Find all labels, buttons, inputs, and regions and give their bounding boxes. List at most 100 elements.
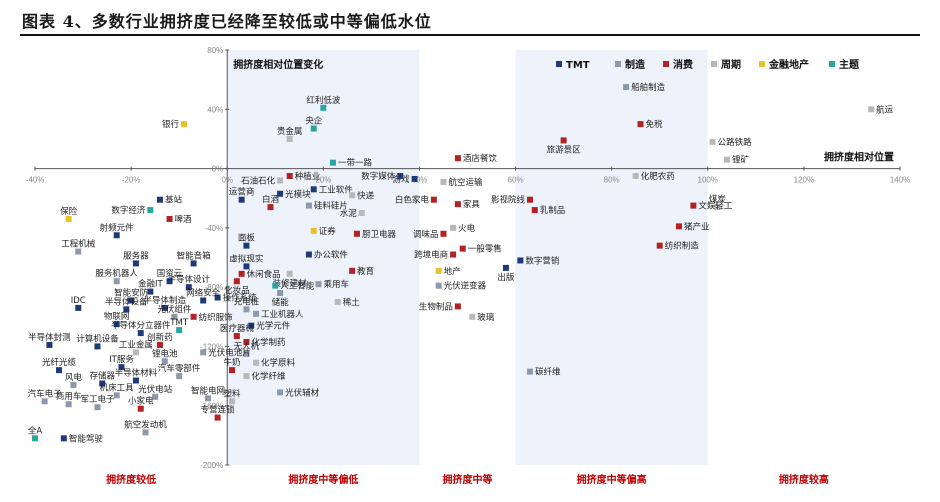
data-point xyxy=(454,155,461,162)
zone-band xyxy=(707,50,900,465)
data-point xyxy=(248,322,255,329)
data-point xyxy=(305,251,312,258)
point-label: 锂电池 xyxy=(152,348,178,359)
data-point xyxy=(113,392,120,399)
point-label: 航运 xyxy=(876,104,894,115)
point-label: 公路铁路 xyxy=(718,137,753,148)
data-point xyxy=(623,84,630,91)
data-point xyxy=(305,202,312,209)
zone-label: 拥挤度中等偏高 xyxy=(577,473,647,486)
point-label: 半导体材料 xyxy=(115,368,158,379)
y-tick-label: -120% xyxy=(200,342,223,351)
data-point xyxy=(560,137,567,144)
data-point xyxy=(243,242,250,249)
data-point xyxy=(253,310,260,317)
data-point xyxy=(32,435,38,442)
data-point xyxy=(353,230,360,237)
data-point xyxy=(267,204,274,211)
point-label: 硅料硅片 xyxy=(314,201,348,212)
point-label: 网络安全 xyxy=(186,287,221,298)
figure-title: 图表 4、多数行业拥挤度已经降至较低或中等偏低水位 xyxy=(22,12,432,31)
point-label: 文娱轻工 xyxy=(698,201,733,212)
axes xyxy=(35,50,900,465)
data-point xyxy=(118,364,125,371)
legend-label: 主题 xyxy=(839,58,860,71)
data-point xyxy=(286,270,293,277)
data-point xyxy=(176,327,183,334)
data-point xyxy=(517,257,524,264)
point-label: 纺织制造 xyxy=(665,241,700,252)
data-point xyxy=(166,215,173,222)
point-label: 白色家电 xyxy=(395,195,430,206)
zone-band xyxy=(515,50,708,465)
data-point xyxy=(690,202,697,209)
point-label: 光模块 xyxy=(285,189,311,200)
data-point xyxy=(454,303,461,310)
point-label: 汽车电子 xyxy=(28,388,63,399)
point-label: 智能驾驶 xyxy=(69,433,104,444)
zone-band xyxy=(35,50,228,465)
point-label: 数字媒体 xyxy=(361,171,396,182)
point-label: IT服务 xyxy=(109,354,134,365)
point-label: 化学原料 xyxy=(261,358,296,369)
y-tick-label: 40% xyxy=(207,105,223,114)
legend-swatch xyxy=(663,61,669,67)
legend-swatch xyxy=(711,61,717,67)
data-point xyxy=(229,367,236,374)
data-point xyxy=(435,267,442,274)
data-point xyxy=(724,156,730,163)
title-rule xyxy=(20,34,920,36)
point-label: 塑料 xyxy=(224,388,242,399)
data-point xyxy=(397,172,404,179)
data-point xyxy=(334,298,341,305)
data-point xyxy=(41,398,48,405)
y-tick-label: -40% xyxy=(205,224,224,233)
point-label: 光伏电池片 xyxy=(208,347,251,358)
data-point xyxy=(205,395,211,402)
data-point xyxy=(531,207,538,214)
data-point xyxy=(243,373,250,380)
data-point xyxy=(459,245,466,252)
zone-label: 拥挤度中等 xyxy=(443,473,493,486)
data-point xyxy=(132,260,139,267)
data-point xyxy=(94,343,101,350)
point-label: 运营商 xyxy=(229,187,255,198)
point-label: IDC xyxy=(71,296,86,306)
data-point xyxy=(632,172,639,179)
point-label: 光纤光缆 xyxy=(42,357,77,368)
data-point xyxy=(137,330,144,337)
legend-label: TMT xyxy=(566,60,590,71)
point-label: 工业软件 xyxy=(319,184,354,195)
point-label: 纺织服饰 xyxy=(199,312,234,323)
y-axis-title: 拥挤度相对位置变化 xyxy=(233,58,323,71)
data-point xyxy=(99,380,106,387)
y-tick-label: -80% xyxy=(205,283,224,292)
point-label: 人工智能 xyxy=(280,281,315,292)
point-label: 游戏 xyxy=(393,174,411,185)
data-point xyxy=(243,338,250,345)
data-point xyxy=(277,389,284,396)
x-tick-label: 20% xyxy=(315,176,331,185)
point-label: 国资云 xyxy=(157,268,183,279)
data-point xyxy=(637,121,644,128)
data-point xyxy=(238,196,245,203)
data-point xyxy=(137,405,144,412)
point-label: 小家电 xyxy=(128,396,154,407)
data-point xyxy=(709,138,716,145)
point-label: 智能电网 xyxy=(191,385,225,396)
legend-swatch xyxy=(556,61,562,67)
point-label: 光学元件 xyxy=(256,321,291,332)
data-point xyxy=(440,230,447,237)
tick-labels: -40% -20% 0% 20% 40% 60% 80% 100% 120% 140% 80% 40%… xyxy=(26,46,911,470)
data-point xyxy=(310,186,317,193)
data-point xyxy=(166,278,173,285)
point-label: 玻璃 xyxy=(477,312,495,323)
data-point xyxy=(358,210,365,217)
data-point xyxy=(128,297,135,304)
legend: TMT 制造 消费 周期 金融地产 主题 xyxy=(556,58,860,71)
data-point xyxy=(75,304,82,311)
x-tick-label: -40% xyxy=(26,176,45,185)
point-label: 水泥 xyxy=(340,208,358,219)
data-point xyxy=(277,290,284,297)
x-tick-label: 120% xyxy=(794,176,814,185)
